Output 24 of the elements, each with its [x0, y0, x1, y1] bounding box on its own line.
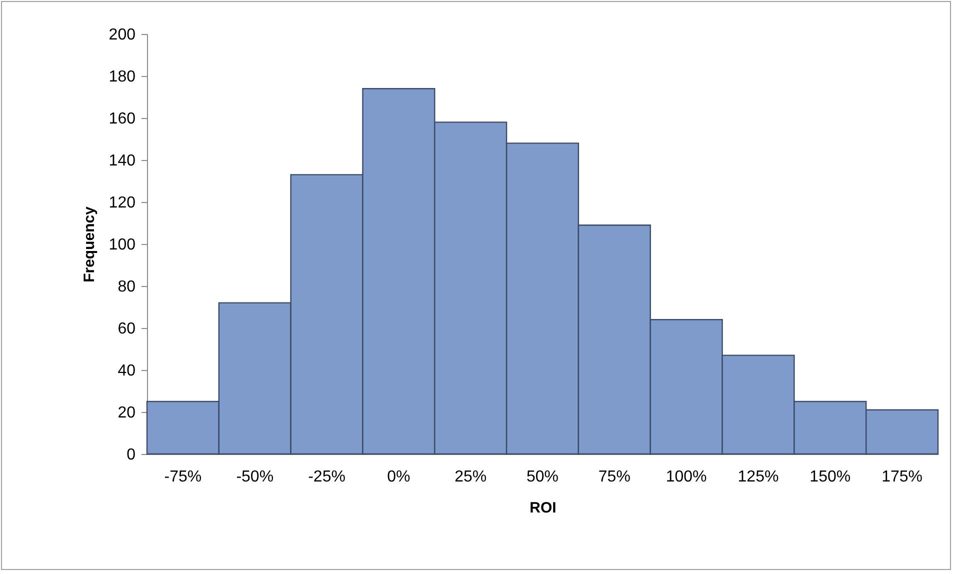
y-axis-title: Frequency [80, 206, 98, 282]
x-tick-label: -25% [308, 468, 346, 486]
y-tick-label: 120 [108, 194, 136, 212]
x-tick-label: 150% [810, 468, 851, 486]
x-tick-label: 75% [598, 468, 630, 486]
x-axis-title: ROI [530, 500, 556, 516]
x-tick-label: 100% [666, 468, 707, 486]
y-tick-label: 160 [108, 110, 136, 128]
y-tick-label: 100 [108, 236, 136, 254]
y-tick-label: 40 [118, 362, 136, 380]
x-tick-label: 50% [526, 468, 559, 486]
x-tick-label: -75% [164, 468, 202, 486]
y-tick-label: 0 [126, 446, 136, 464]
y-tick-label: 140 [108, 152, 136, 170]
y-tick-label: 200 [108, 26, 136, 44]
x-tick-label: 175% [882, 468, 923, 486]
y-tick-label: 60 [118, 320, 136, 338]
y-tick-label: 80 [118, 278, 136, 296]
x-tick-label: -50% [236, 468, 274, 486]
y-tick-label: 20 [118, 404, 136, 422]
x-tick-label: 125% [738, 468, 779, 486]
y-tick-label: 180 [108, 68, 136, 86]
x-tick-label: 25% [454, 468, 487, 486]
x-tick-label: 0% [387, 468, 410, 486]
